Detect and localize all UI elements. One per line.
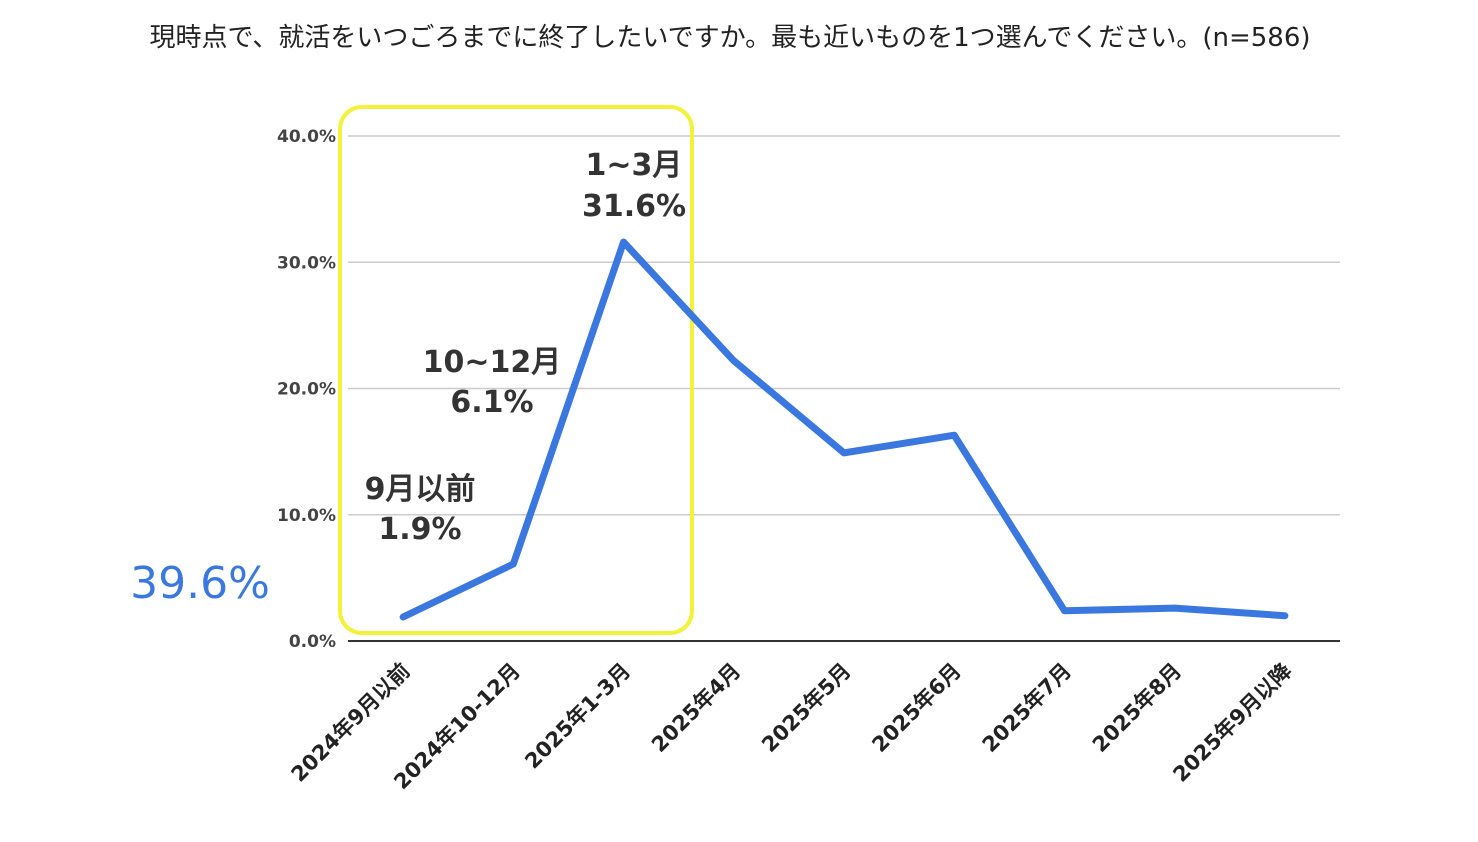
data-point bbox=[951, 432, 958, 439]
annotation-label: 1~3月 bbox=[586, 148, 683, 183]
series-layer bbox=[399, 238, 1289, 621]
highlight-box bbox=[338, 105, 694, 635]
x-tick-label: 2025年4月 bbox=[647, 659, 745, 757]
x-tick-label: 2025年1-3月 bbox=[520, 659, 635, 774]
x-tick-label: 2025年5月 bbox=[757, 659, 855, 757]
gridlines bbox=[348, 135, 1340, 516]
data-point bbox=[730, 357, 737, 364]
y-tick-label: 10.0% bbox=[277, 506, 336, 526]
x-tick-label: 2025年7月 bbox=[978, 659, 1076, 757]
y-tick-label: 0.0% bbox=[289, 632, 336, 652]
x-tick-label: 2025年8月 bbox=[1088, 659, 1186, 757]
annotation-value: 31.6% bbox=[582, 189, 686, 224]
data-point bbox=[1171, 605, 1178, 612]
data-point bbox=[620, 239, 627, 246]
y-tick-label: 20.0% bbox=[277, 380, 336, 400]
y-axis-ticks: 0.0% 10.0% 20.0% 30.0% 40.0% bbox=[277, 127, 336, 652]
annotations: 9月以前 1.9% 10~12月 6.1% 1~3月 31.6% bbox=[365, 148, 686, 547]
x-tick-label: 2025年6月 bbox=[867, 659, 965, 757]
y-tick-label: 30.0% bbox=[277, 253, 336, 273]
annotation-value: 6.1% bbox=[450, 385, 533, 420]
x-tick-label: 2024年9月以前 bbox=[287, 659, 415, 787]
y-tick-label: 40.0% bbox=[277, 127, 336, 147]
summary-value: 39.6% bbox=[130, 558, 270, 609]
chart-title: 現時点で、就活をいつごろまでに終了したいですか。最も近いものを1つ選んでください… bbox=[149, 23, 1310, 53]
x-tick-label: 2025年9月以降 bbox=[1168, 658, 1297, 787]
series-line bbox=[399, 238, 1289, 621]
data-point bbox=[1281, 612, 1288, 619]
annotation-value: 1.9% bbox=[378, 512, 461, 547]
annotation-label: 9月以前 bbox=[365, 472, 476, 507]
data-point bbox=[510, 560, 517, 567]
data-point bbox=[1061, 607, 1068, 614]
data-point bbox=[400, 614, 407, 621]
annotation-label: 10~12月 bbox=[423, 345, 562, 380]
data-point bbox=[841, 449, 847, 456]
